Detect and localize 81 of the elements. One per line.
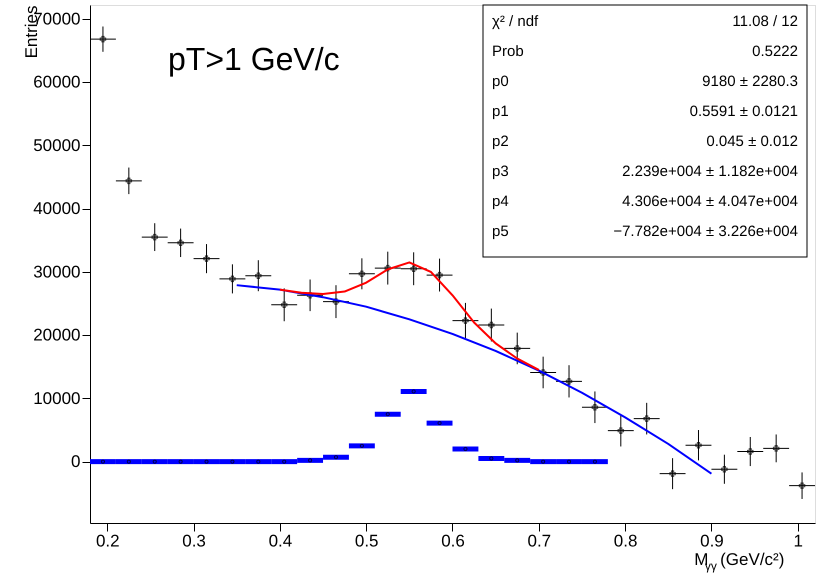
annotation: p1 <box>492 103 509 120</box>
y-tick-label: 30000 <box>33 262 80 282</box>
point <box>230 460 234 464</box>
y-tick-label: 0 <box>71 452 80 472</box>
point <box>308 458 312 462</box>
annotation: 9180 ± 2280.3 <box>702 73 798 90</box>
point <box>178 460 183 464</box>
annotation: χ² / ndf <box>492 13 540 30</box>
point <box>229 276 236 282</box>
point <box>203 255 210 262</box>
point <box>488 322 495 328</box>
y-tick-label: 10000 <box>33 388 80 408</box>
x-tick-label: 0.9 <box>700 532 724 550</box>
annotation: p4 <box>492 193 509 210</box>
point <box>721 466 728 472</box>
point <box>334 455 338 460</box>
y-tick-label: 50000 <box>33 136 80 155</box>
point <box>436 272 443 278</box>
point <box>669 470 676 477</box>
point <box>386 412 390 416</box>
x-tick-label: 1 <box>794 532 803 550</box>
point <box>798 482 806 489</box>
x-tick-label: 0.2 <box>96 532 120 550</box>
point <box>437 420 442 426</box>
point <box>747 448 754 455</box>
x-tick-label: 0.4 <box>268 532 292 550</box>
annotation: −7.782e+004 ± 3.226e+004 <box>613 223 798 240</box>
point <box>695 442 702 448</box>
point <box>332 298 340 305</box>
point <box>618 427 624 434</box>
point <box>514 345 520 352</box>
point <box>462 317 469 324</box>
annotation: 0.045 ± 0.012 <box>706 133 798 150</box>
point <box>592 404 598 410</box>
point <box>177 240 184 246</box>
point <box>489 456 494 461</box>
annotation: p2 <box>492 133 509 150</box>
annotation: 2.239e+004 ± 1.182e+004 <box>622 163 798 180</box>
point <box>100 460 106 464</box>
x-tick-label: 0.5 <box>354 532 379 550</box>
point <box>126 178 132 184</box>
y-tick-label: 40000 <box>33 199 80 218</box>
point <box>256 460 260 464</box>
point <box>540 369 546 376</box>
point <box>255 272 262 279</box>
point <box>592 460 597 464</box>
y-tick-label: 60000 <box>33 72 80 92</box>
point <box>358 270 366 278</box>
point <box>151 234 158 240</box>
point <box>384 264 392 272</box>
point <box>280 302 288 308</box>
point <box>100 36 106 42</box>
x-tick-label: 0.3 <box>182 532 206 550</box>
point <box>566 460 572 464</box>
point <box>515 458 520 462</box>
point <box>566 378 572 385</box>
point <box>772 445 780 452</box>
x-tick-label: 0.8 <box>614 532 638 550</box>
point <box>541 460 546 464</box>
x-tick-label: 0.7 <box>527 532 552 550</box>
point <box>412 389 416 394</box>
point <box>360 444 364 448</box>
annotation: 0.5222 <box>752 43 798 60</box>
y-tick-label: 20000 <box>33 326 80 345</box>
line-series <box>236 284 712 475</box>
point <box>126 460 131 464</box>
annotation: p5 <box>492 223 509 240</box>
annotation: Prob <box>492 43 524 60</box>
annotation: 0.5591 ± 0.0121 <box>690 103 798 120</box>
point <box>643 415 650 422</box>
x-tick-label: 0.6 <box>441 532 465 550</box>
annotation: p0 <box>492 73 509 90</box>
annotation: 11.08 / 12 <box>732 13 798 30</box>
annotation: 4.306e+004 ± 4.047e+004 <box>622 193 798 210</box>
point <box>410 266 417 272</box>
annotation: p3 <box>492 163 509 180</box>
annotation: pT>1 GeV/c <box>168 41 340 77</box>
point <box>463 446 468 452</box>
point <box>204 460 209 464</box>
point <box>282 460 286 464</box>
point <box>152 460 157 464</box>
